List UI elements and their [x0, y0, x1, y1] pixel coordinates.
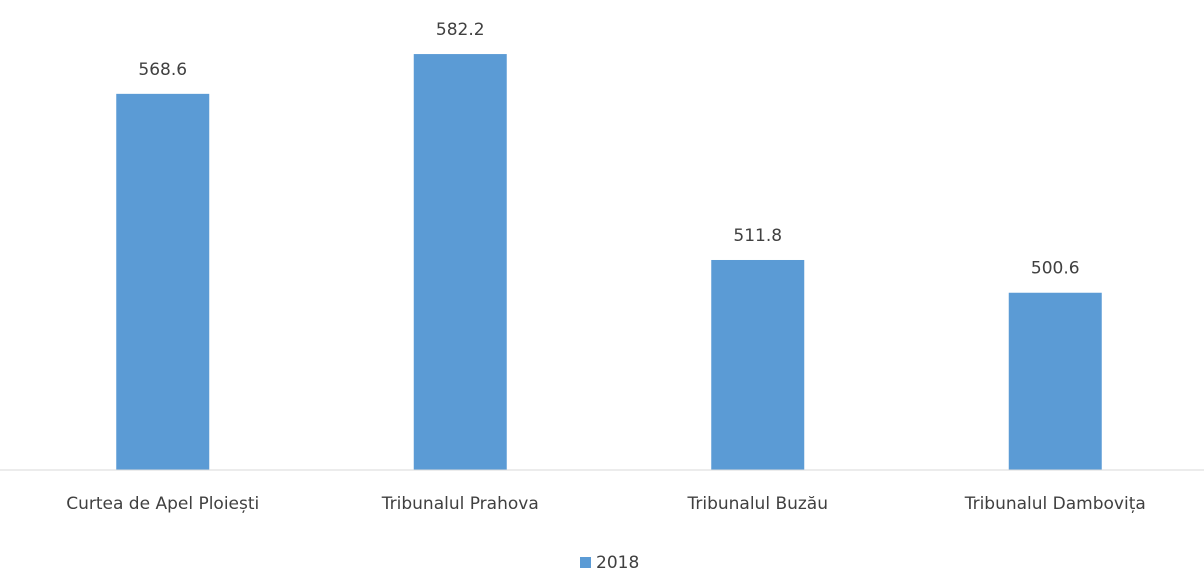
data-label: 511.8	[733, 226, 782, 246]
bar	[413, 54, 507, 470]
x-tick-label: Tribunalul Prahova	[381, 494, 539, 514]
data-label: 500.6	[1031, 259, 1080, 279]
legend-label: 2018	[596, 553, 639, 573]
legend-swatch	[580, 557, 591, 568]
bar	[1008, 292, 1102, 470]
data-label: 582.2	[436, 20, 485, 40]
bar	[116, 93, 210, 470]
bar	[711, 259, 805, 470]
x-tick-label: Tribunalul Dambovița	[964, 494, 1146, 514]
x-tick-label: Curtea de Apel Ploiești	[66, 494, 259, 514]
x-tick-label: Tribunalul Buzău	[686, 494, 828, 514]
data-label: 568.6	[138, 60, 187, 80]
